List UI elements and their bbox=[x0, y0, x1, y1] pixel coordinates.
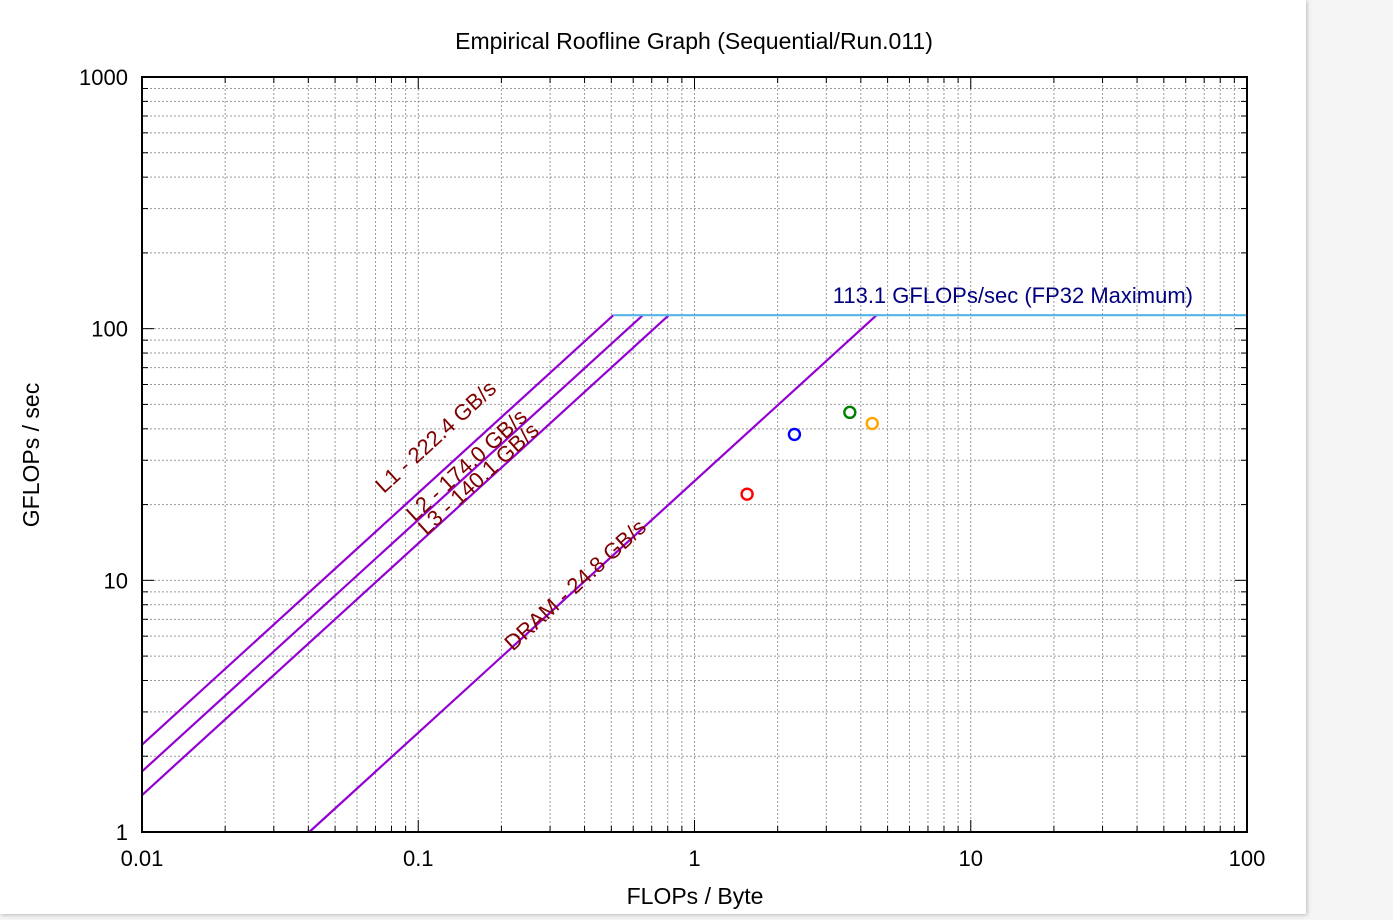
x-tick-label: 1 bbox=[688, 846, 700, 871]
bandwidth-roof-line bbox=[308, 314, 878, 833]
bandwidth-roof-label: DRAM - 24.8 GB/s bbox=[499, 514, 650, 655]
x-tick-label: 100 bbox=[1229, 846, 1266, 871]
bandwidth-roof-line bbox=[141, 314, 670, 796]
data-point bbox=[787, 427, 802, 442]
data-points bbox=[740, 405, 879, 501]
x-tick-label: 10 bbox=[959, 846, 983, 871]
data-point bbox=[865, 416, 879, 431]
grid-lines bbox=[141, 76, 1248, 833]
data-point bbox=[843, 405, 857, 420]
x-tick-label: 0.1 bbox=[403, 846, 434, 871]
roof-lines bbox=[141, 314, 1247, 833]
y-axis-label: GFLOPs / sec bbox=[18, 383, 44, 527]
x-tick-label: 0.01 bbox=[121, 846, 164, 871]
chart-frame bbox=[0, 0, 1306, 914]
bandwidth-roof-line bbox=[141, 314, 644, 773]
y-tick-label: 10 bbox=[104, 568, 128, 593]
bandwidth-roof-line bbox=[141, 314, 615, 746]
chart-title: Empirical Roofline Graph (Sequential/Run… bbox=[455, 28, 933, 54]
y-tick-label: 1 bbox=[116, 820, 128, 845]
axis-ticks: 0.01 0.1 1 10 100 1 10 100 1000 bbox=[79, 65, 1265, 871]
compute-ceiling-label: 113.1 GFLOPs/sec (FP32 Maximum) bbox=[833, 283, 1193, 308]
y-tick-label: 1000 bbox=[79, 65, 128, 90]
y-tick-label: 100 bbox=[91, 317, 128, 342]
x-axis-label: FLOPs / Byte bbox=[627, 883, 764, 909]
data-point bbox=[740, 487, 754, 501]
roof-labels: L1 - 222.4 GB/sL2 - 174.0 GB/sL3 - 140.1… bbox=[370, 283, 1193, 655]
